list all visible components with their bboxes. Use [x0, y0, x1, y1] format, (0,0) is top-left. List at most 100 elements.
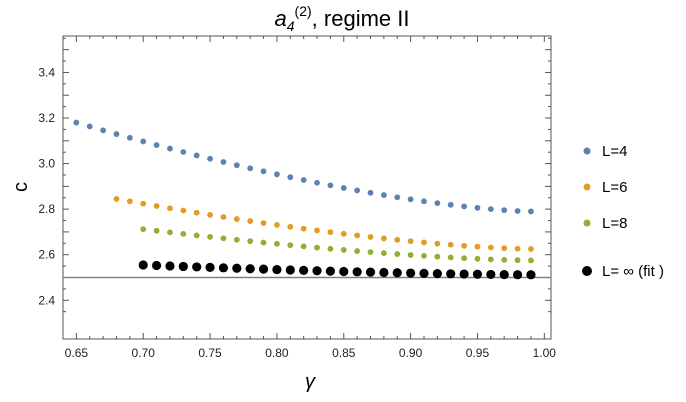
y-tick-label: 3.0 — [38, 157, 55, 171]
data-point — [314, 244, 320, 251]
data-point — [193, 209, 200, 216]
data-point — [327, 229, 334, 236]
data-point — [380, 235, 387, 242]
data-point — [167, 229, 173, 236]
data-point — [247, 238, 254, 245]
axis-ticks — [63, 36, 551, 339]
data-point — [406, 268, 416, 278]
data-point — [287, 242, 294, 249]
legend-label: L=4 — [602, 143, 627, 160]
data-point — [354, 187, 361, 194]
data-point — [380, 192, 387, 198]
data-point — [274, 222, 280, 228]
tick-labels: 0.65 0.70 0.75 0.80 0.85 0.90 0.95 1.00 2.4 2.6 2.… — [38, 65, 556, 360]
y-tick-label: 3.4 — [38, 65, 55, 79]
data-point — [392, 268, 402, 278]
data-point — [165, 261, 175, 271]
data-point — [394, 236, 401, 243]
data-point — [260, 220, 267, 226]
data-point — [233, 216, 240, 222]
data-point — [260, 168, 267, 175]
data-point — [314, 227, 320, 234]
data-point — [100, 127, 107, 134]
legend: L=4 L=6 L=8 L= ∞ (fit ) — [582, 143, 664, 280]
y-tick-label: 3.2 — [38, 111, 55, 125]
data-point — [233, 236, 240, 243]
data-point — [140, 200, 147, 207]
chart-title: a4(2), regime II — [275, 3, 410, 34]
x-tick-label: 1.00 — [533, 346, 557, 360]
data-point — [247, 165, 254, 172]
data-point — [220, 214, 227, 220]
data-point — [272, 264, 282, 275]
data-points — [73, 119, 536, 280]
data-point — [461, 255, 467, 262]
data-point — [167, 145, 173, 152]
data-point — [526, 270, 536, 280]
data-point — [367, 189, 374, 196]
data-point — [461, 242, 467, 249]
data-point — [486, 269, 496, 280]
data-point — [446, 269, 456, 279]
data-point — [394, 194, 401, 201]
data-point — [407, 252, 414, 258]
data-point — [287, 174, 294, 181]
data-point — [340, 247, 347, 253]
data-point — [192, 262, 202, 272]
x-tick-label: 0.90 — [399, 346, 423, 360]
data-point — [407, 196, 414, 203]
data-point — [73, 119, 80, 126]
data-point — [258, 264, 269, 274]
x-tick-label: 0.85 — [332, 346, 356, 360]
data-point — [354, 248, 361, 254]
data-point — [205, 262, 215, 272]
data-point — [325, 266, 335, 276]
data-point — [220, 235, 227, 242]
data-point — [432, 268, 442, 279]
data-point — [193, 152, 200, 159]
data-point — [379, 267, 389, 278]
data-point — [474, 255, 481, 262]
data-point — [151, 260, 162, 271]
x-tick-label: 0.65 — [65, 346, 89, 360]
data-point — [140, 138, 147, 145]
data-point — [487, 206, 494, 212]
y-axis-label: c — [10, 182, 32, 192]
data-point — [180, 231, 187, 237]
data-point — [285, 265, 295, 275]
data-point — [113, 195, 120, 202]
data-point — [153, 142, 160, 148]
data-point — [207, 155, 213, 162]
data-point — [299, 265, 309, 275]
data-point — [180, 149, 187, 155]
data-point — [365, 267, 376, 277]
x-tick-label: 0.80 — [265, 346, 289, 360]
legend-label: L= ∞ (fit ) — [602, 263, 664, 280]
data-point — [421, 198, 427, 205]
data-point — [528, 246, 534, 252]
data-point — [126, 134, 133, 141]
data-point — [138, 260, 148, 270]
x-tick-label: 0.95 — [466, 346, 490, 360]
data-point — [528, 257, 534, 264]
data-point — [514, 208, 521, 214]
data-point — [274, 171, 280, 178]
data-point — [499, 269, 509, 280]
legend-marker — [583, 147, 591, 155]
data-point — [260, 239, 267, 246]
data-point — [354, 232, 361, 239]
data-point — [459, 269, 469, 279]
data-point — [501, 256, 508, 263]
data-point — [501, 207, 508, 214]
data-point — [514, 245, 521, 252]
data-point — [487, 244, 494, 251]
data-point — [474, 243, 481, 250]
data-point — [126, 198, 133, 205]
data-point — [207, 234, 213, 240]
data-point — [300, 177, 307, 183]
data-point — [274, 240, 280, 247]
data-point — [140, 226, 147, 233]
data-point — [434, 240, 441, 247]
data-point — [419, 268, 429, 278]
